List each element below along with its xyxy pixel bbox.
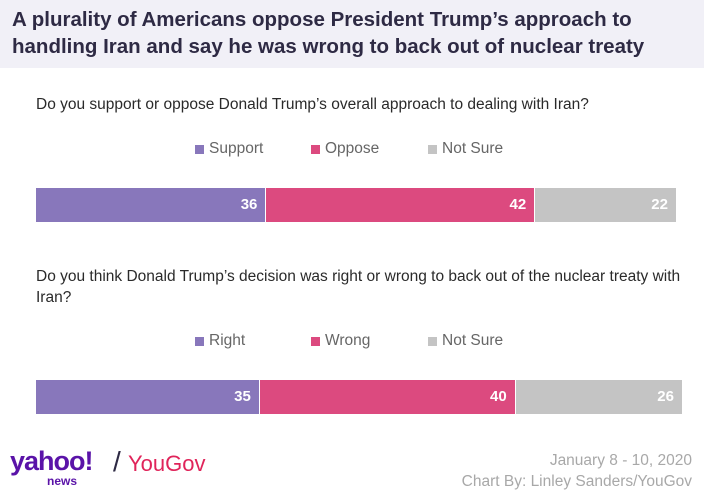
data-label: 35	[234, 388, 251, 405]
legend-label: Not Sure	[442, 332, 504, 349]
legend-1: Support Oppose Not Sure	[0, 139, 704, 159]
legend-item-oppose: Oppose	[311, 139, 379, 159]
question-1: Do you support or oppose Donald Trump’s …	[36, 96, 589, 113]
legend-label: Wrong	[325, 332, 371, 349]
legend-swatch	[428, 336, 437, 346]
data-label: 40	[490, 388, 507, 405]
legend-item-not-sure: Not Sure	[428, 139, 503, 159]
legend-label: Not Sure	[442, 140, 504, 157]
bar-segment-oppose: 42	[266, 188, 536, 222]
legend-item-support: Support	[195, 139, 263, 159]
legend-label: Support	[209, 140, 264, 157]
yougov-logo: YouGov	[128, 451, 206, 476]
legend-swatch	[195, 144, 204, 154]
title-banner: A plurality of Americans oppose Presiden…	[0, 0, 704, 68]
chart-title: A plurality of Americans oppose Presiden…	[12, 8, 645, 58]
logo-separator: /	[113, 446, 121, 477]
bar-segment-support: 36	[36, 188, 267, 222]
legend-item-not-sure: Not Sure	[428, 331, 503, 351]
legend-item-right: Right	[195, 331, 245, 351]
bar-segment-wrong: 40	[259, 380, 516, 414]
data-label: 42	[509, 196, 527, 213]
yahoo-news-logo: news	[47, 474, 78, 488]
legend-item-wrong: Wrong	[311, 331, 370, 351]
bar-segment-not-sure: 26	[515, 380, 682, 414]
legend-swatch	[195, 336, 204, 346]
legend-label: Oppose	[325, 140, 380, 157]
legend-label: Right	[209, 332, 246, 349]
question-2: Do you think Donald Trump’s decision was…	[36, 268, 681, 306]
survey-date: January 8 - 10, 2020	[549, 452, 692, 469]
yahoo-logo: yahoo!	[10, 446, 94, 476]
legend-2: Right Wrong Not Sure	[0, 331, 704, 351]
chart-credit: Chart By: Linley Sanders/YouGov	[461, 473, 692, 490]
bar-segment-right: 35	[36, 380, 260, 414]
bar-1: 36 42 22	[36, 188, 676, 222]
bar-segment-not-sure: 22	[535, 188, 676, 222]
data-label: 22	[651, 196, 668, 213]
legend-swatch	[311, 144, 320, 154]
data-label: 36	[240, 196, 258, 213]
legend-swatch	[311, 336, 320, 346]
legend-swatch	[428, 144, 437, 154]
bar-2: 35 40 26	[36, 380, 682, 414]
data-label: 26	[657, 388, 674, 405]
